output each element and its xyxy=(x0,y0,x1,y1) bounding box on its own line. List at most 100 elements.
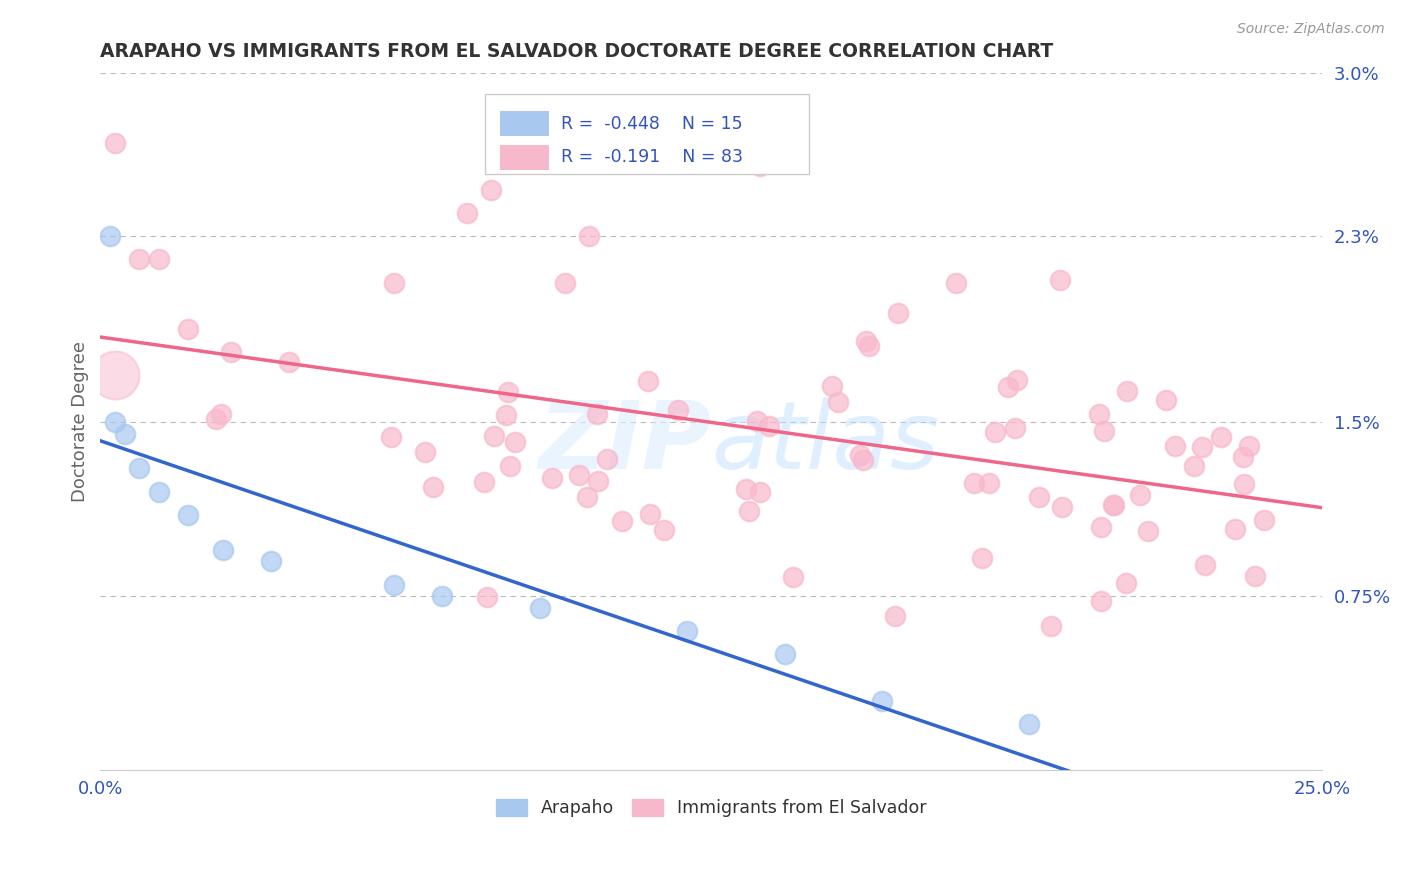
Point xyxy=(496,385,519,400)
Point xyxy=(1232,450,1254,465)
Point xyxy=(638,507,661,521)
FancyBboxPatch shape xyxy=(501,112,548,136)
Point xyxy=(738,504,761,518)
Point xyxy=(1233,476,1256,491)
Point xyxy=(1052,500,1074,515)
Point xyxy=(221,345,243,359)
Point xyxy=(963,475,986,490)
Point xyxy=(477,590,499,604)
Legend: Arapaho, Immigrants from El Salvador: Arapaho, Immigrants from El Salvador xyxy=(489,792,934,824)
Point xyxy=(128,252,150,267)
Point xyxy=(1137,524,1160,538)
Point xyxy=(432,589,454,603)
Point xyxy=(540,471,562,485)
Point xyxy=(782,570,804,584)
Point xyxy=(114,426,136,441)
Point xyxy=(1040,618,1063,632)
Point xyxy=(945,276,967,290)
FancyBboxPatch shape xyxy=(501,145,548,169)
Point xyxy=(666,402,689,417)
Point xyxy=(499,458,522,473)
Point xyxy=(1115,576,1137,591)
Text: Source: ZipAtlas.com: Source: ZipAtlas.com xyxy=(1237,22,1385,37)
Point xyxy=(1116,384,1139,399)
Point xyxy=(1237,439,1260,453)
Point xyxy=(578,229,600,244)
Point xyxy=(1211,430,1233,444)
Point xyxy=(852,453,875,467)
Point xyxy=(128,461,150,475)
Point xyxy=(1049,273,1071,287)
Point xyxy=(586,407,609,421)
Point xyxy=(1028,490,1050,504)
Point xyxy=(554,276,576,290)
Point xyxy=(827,394,849,409)
Point xyxy=(773,647,796,661)
Point xyxy=(821,378,844,392)
Point xyxy=(610,515,633,529)
Point xyxy=(568,467,591,482)
Point xyxy=(104,415,127,429)
Point xyxy=(278,355,301,369)
Point xyxy=(1087,407,1109,421)
Point xyxy=(380,429,402,443)
Point xyxy=(1090,519,1112,533)
Point xyxy=(1102,498,1125,512)
Point xyxy=(855,334,877,349)
Point xyxy=(1182,458,1205,473)
Text: R =  -0.191    N = 83: R = -0.191 N = 83 xyxy=(561,148,742,166)
Point xyxy=(675,624,697,638)
Text: ZIP: ZIP xyxy=(538,397,711,489)
Point xyxy=(104,136,127,150)
Point xyxy=(1156,393,1178,408)
Point xyxy=(148,252,170,267)
Point xyxy=(1090,594,1112,608)
Point xyxy=(1243,569,1265,583)
Point xyxy=(1194,558,1216,573)
Point xyxy=(177,508,200,522)
Point xyxy=(472,475,495,490)
Point xyxy=(972,550,994,565)
Point xyxy=(529,600,551,615)
Point xyxy=(177,322,200,336)
FancyBboxPatch shape xyxy=(485,95,808,175)
Point xyxy=(1004,421,1026,435)
Point xyxy=(997,380,1019,394)
Point xyxy=(204,412,226,426)
Point xyxy=(1102,498,1125,512)
Point xyxy=(1253,513,1275,527)
Point xyxy=(148,484,170,499)
Point xyxy=(98,229,121,244)
Point xyxy=(413,445,436,459)
Text: atlas: atlas xyxy=(711,397,939,488)
Point xyxy=(382,276,405,290)
Point xyxy=(749,485,772,500)
Point xyxy=(586,475,609,489)
Point xyxy=(977,475,1000,490)
Point xyxy=(505,435,527,450)
Y-axis label: Doctorate Degree: Doctorate Degree xyxy=(72,342,89,502)
Text: ARAPAHO VS IMMIGRANTS FROM EL SALVADOR DOCTORATE DEGREE CORRELATION CHART: ARAPAHO VS IMMIGRANTS FROM EL SALVADOR D… xyxy=(100,42,1053,61)
Point xyxy=(1007,373,1029,387)
Point xyxy=(479,183,502,197)
Point xyxy=(1092,424,1115,438)
Point xyxy=(758,418,780,433)
Point xyxy=(1191,440,1213,454)
Point xyxy=(637,374,659,388)
Point xyxy=(211,542,233,557)
Text: R =  -0.448    N = 15: R = -0.448 N = 15 xyxy=(561,114,742,133)
Point xyxy=(484,428,506,442)
Point xyxy=(495,408,517,422)
Point xyxy=(382,577,405,591)
Point xyxy=(422,480,444,494)
Point xyxy=(858,339,880,353)
Point xyxy=(456,206,478,220)
Point xyxy=(576,490,599,504)
Point xyxy=(104,368,127,383)
Point xyxy=(884,608,907,623)
Point xyxy=(848,448,870,462)
Point xyxy=(749,159,772,173)
Point xyxy=(652,523,675,537)
Point xyxy=(1164,439,1187,453)
Point xyxy=(596,452,619,467)
